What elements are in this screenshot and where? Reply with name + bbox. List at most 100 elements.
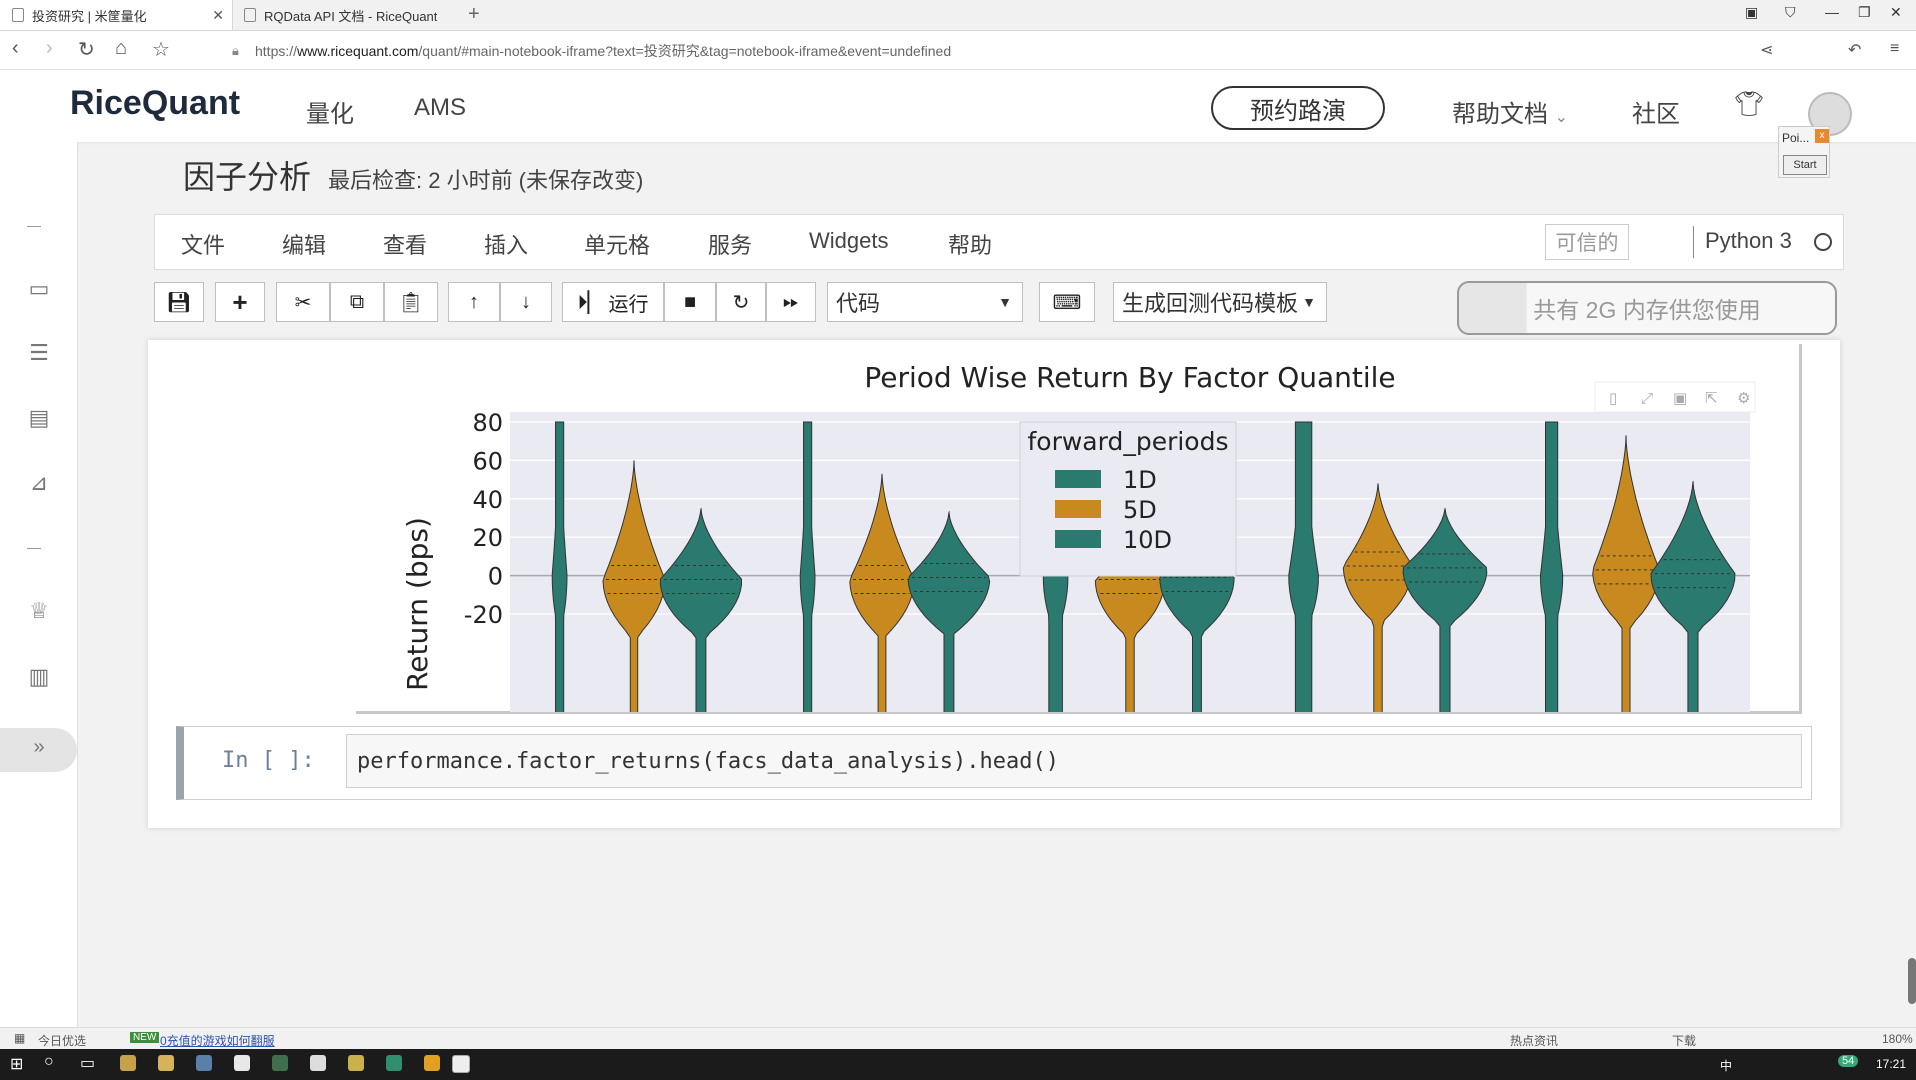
menu-view[interactable]: 查看 [383, 233, 428, 258]
paste-button[interactable]: 📋︎ [384, 282, 438, 322]
home-icon[interactable]: ⌂ [115, 37, 128, 59]
taskbar-app-icon[interactable] [386, 1055, 402, 1071]
cell-type-select[interactable]: 代码 ▼ [827, 282, 1023, 322]
kernel-name[interactable]: Python 3 [1705, 228, 1792, 253]
scissors-icon: ✂ [294, 291, 312, 314]
step-run-icon: ⏵▏ [577, 291, 603, 314]
violin-1D-q2 [799, 421, 816, 712]
settings-gear-icon[interactable]: ⚙ [1737, 390, 1750, 407]
chevron-down-icon: ⌄ [1554, 109, 1569, 126]
export-icon[interactable]: ⇱ [1705, 390, 1718, 407]
nav-help-docs[interactable]: 帮助文档 ⌄ [1452, 94, 1568, 129]
sidebar-divider [27, 226, 41, 227]
browser-tab-bar: 投资研究 | 米筐量化 ✕ RQData API 文档 - RiceQuant … [0, 0, 1916, 31]
taskbar-app-icon[interactable] [310, 1055, 326, 1071]
new-tab-icon[interactable]: + [468, 3, 480, 25]
menu-cell[interactable]: 单元格 [584, 233, 651, 258]
restart-button[interactable]: ↻ [716, 282, 766, 322]
menu-file[interactable]: 文件 [181, 233, 226, 258]
y-tick-label: -20 [464, 601, 503, 629]
legend-swatch-1D [1055, 470, 1101, 488]
zoom-level[interactable]: 180% [1882, 1032, 1913, 1046]
news-link[interactable]: 0充值的游戏如何翻服 [160, 1034, 275, 1048]
menu-icon[interactable]: ≡ [1890, 40, 1900, 57]
menu-service[interactable]: 服务 [708, 233, 753, 258]
browser-tab[interactable]: RQData API 文档 - RiceQuant [232, 0, 462, 30]
bookmark-star-icon[interactable]: ☆ [152, 39, 170, 61]
shirt-icon[interactable]: 👕︎ [1734, 91, 1765, 118]
nav-community[interactable]: 社区 [1632, 101, 1680, 128]
menu-help[interactable]: 帮助 [948, 233, 993, 258]
legend-swatch-5D [1055, 500, 1101, 518]
copy-button[interactable]: ⧉ [330, 282, 384, 322]
tab-count-icon[interactable]: ▣ [1745, 4, 1759, 20]
hot-news-link[interactable]: 热点资讯 [1510, 1034, 1559, 1048]
list-icon[interactable]: ☰ [29, 340, 49, 365]
reload-icon[interactable]: ↻ [78, 39, 95, 61]
taskbar-folder-icon[interactable] [158, 1055, 174, 1071]
run-all-button[interactable]: ⏩︎ [766, 282, 816, 322]
close-window-icon[interactable]: ✕ [1890, 4, 1902, 20]
forward-icon[interactable]: › [46, 37, 53, 59]
backtest-template-dropdown[interactable]: 生成回测代码模板 ▼ [1113, 282, 1327, 322]
bar-chart-icon[interactable]: ▥ [28, 664, 50, 689]
roadshow-button[interactable]: 预约路演 [1211, 86, 1385, 130]
nav-ams[interactable]: AMS [414, 94, 467, 121]
taskbar-app-icon[interactable] [348, 1055, 364, 1071]
ricequant-logo[interactable]: RiceQuant [70, 84, 241, 122]
violin-1D-q4 [1288, 421, 1319, 712]
popup-close-button[interactable]: x [1815, 129, 1829, 143]
keyboard-icon: ⌨ [1052, 291, 1082, 314]
close-tab-icon[interactable]: ✕ [212, 7, 224, 23]
run-button[interactable]: ⏵▏ 运行 [562, 282, 664, 322]
chart-icon[interactable]: ⊿ [29, 470, 49, 495]
taskbar-app-icon[interactable] [120, 1055, 136, 1071]
code-editor[interactable]: performance.factor_returns(facs_data_ana… [346, 734, 1802, 788]
popup-start-button[interactable]: Start [1783, 155, 1827, 175]
notification-badge[interactable]: 54 [1838, 1055, 1859, 1067]
ime-indicator[interactable]: 中 [1720, 1059, 1733, 1073]
interrupt-button[interactable]: ■ [664, 282, 716, 322]
taskbar-app-icon[interactable] [196, 1055, 212, 1071]
expand-icon[interactable]: » [33, 736, 45, 758]
trophy-icon[interactable]: ♕ [29, 598, 49, 623]
taskbar-app-icon[interactable] [424, 1055, 440, 1071]
site-header [0, 70, 1916, 142]
save-button[interactable]: 💾︎ [154, 282, 204, 322]
browser-tab-active[interactable]: 投资研究 | 米筐量化 ✕ [0, 0, 233, 30]
back-icon[interactable]: ‹ [12, 37, 19, 59]
move-down-button[interactable]: ↓ [500, 282, 552, 322]
sidebar-active-item[interactable] [0, 728, 77, 772]
trusted-indicator[interactable]: 可信的 [1545, 224, 1629, 260]
task-view-icon[interactable]: ▭ [80, 1055, 96, 1072]
url-field[interactable]: https://www.ricequant.com/quant/#main-no… [255, 43, 952, 59]
share-icon[interactable]: ⋖ [1760, 42, 1774, 59]
status-left-label[interactable]: 今日优选 [38, 1034, 87, 1048]
menu-edit[interactable]: 编辑 [282, 233, 327, 258]
taskbar-app-icon[interactable] [234, 1055, 250, 1071]
move-up-button[interactable]: ↑ [448, 282, 500, 322]
menu-insert[interactable]: 插入 [484, 233, 529, 258]
document-icon[interactable]: ▤ [28, 405, 50, 430]
menu-widgets[interactable]: Widgets [809, 228, 889, 253]
nav-quant[interactable]: 量化 [306, 101, 354, 128]
cut-button[interactable]: ✂ [276, 282, 330, 322]
fullscreen-icon[interactable]: ⤢ [1641, 390, 1654, 407]
search-icon[interactable]: ○ [44, 1053, 54, 1070]
violin-1D-q5 [1539, 421, 1564, 712]
save-chart-icon[interactable]: ▣ [1673, 390, 1687, 407]
undo-icon[interactable]: ↶ [1848, 42, 1862, 59]
taskbar-app-icon[interactable] [272, 1055, 288, 1071]
insert-cell-button[interactable]: + [215, 282, 265, 322]
copy-chart-icon[interactable]: ▯ [1609, 390, 1617, 407]
monitor-icon[interactable]: ▭ [28, 276, 50, 301]
command-palette-button[interactable]: ⌨ [1039, 282, 1095, 322]
page-scrollbar[interactable] [1908, 958, 1916, 1004]
minimize-icon[interactable]: — [1825, 4, 1839, 20]
skin-icon[interactable]: ⛉ [1785, 4, 1796, 20]
download-link[interactable]: 下载 [1672, 1034, 1697, 1048]
windows-start-icon[interactable]: ⊞ [10, 1056, 24, 1073]
taskbar-browser-icon[interactable] [452, 1055, 470, 1073]
restore-icon[interactable]: ❐ [1858, 4, 1871, 20]
notebook-title[interactable]: 因子分析 [183, 159, 312, 195]
